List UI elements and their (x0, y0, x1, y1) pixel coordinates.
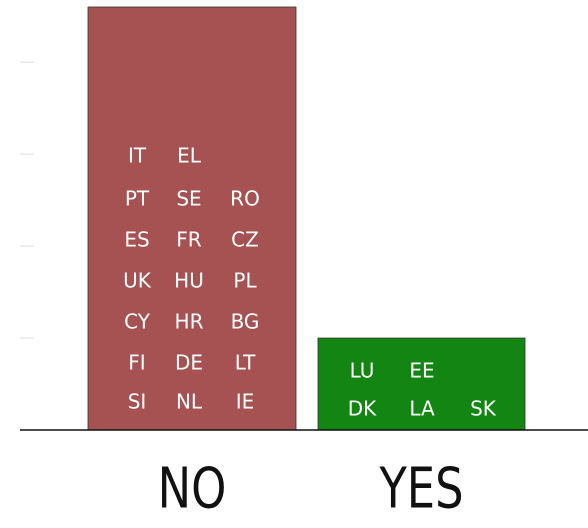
country-label: HR (175, 310, 204, 334)
bar (87, 6, 297, 431)
country-label: SI (128, 390, 147, 414)
country-label: SK (470, 397, 497, 421)
x-tick-label: NO (158, 456, 227, 521)
country-label: IE (236, 390, 255, 414)
country-label: EL (177, 144, 202, 168)
country-label: CZ (231, 228, 259, 252)
country-label: PL (233, 269, 257, 293)
country-label: FR (176, 228, 202, 252)
country-label: SE (176, 187, 201, 211)
country-label: PT (125, 187, 150, 211)
country-label: DK (348, 397, 377, 421)
country-label: DE (175, 351, 203, 375)
country-label: LA (409, 397, 435, 421)
country-label: UK (123, 269, 152, 293)
country-label: RO (230, 187, 260, 211)
country-label: ES (124, 228, 149, 252)
country-label: IT (128, 144, 147, 168)
country-label: EE (409, 359, 434, 383)
x-tick-label: YES (379, 456, 464, 521)
country-label: LU (350, 359, 375, 383)
country-label: HU (174, 269, 204, 293)
country-label: FI (128, 351, 145, 375)
country-label: CY (124, 310, 151, 334)
country-label: LT (235, 351, 256, 375)
country-label: BG (231, 310, 260, 334)
country-label: NL (176, 390, 203, 414)
